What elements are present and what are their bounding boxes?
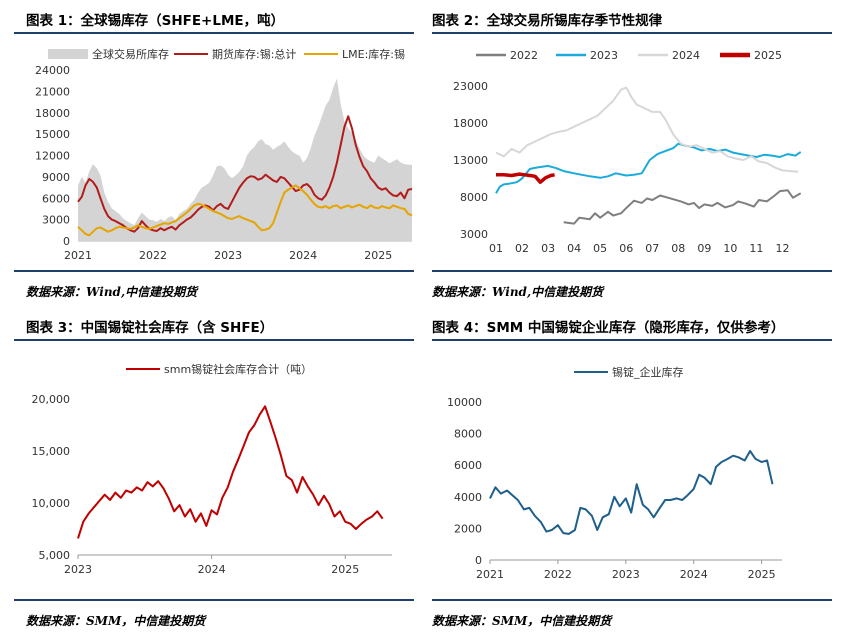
y-tick-label-2: 10,000: [32, 497, 71, 510]
chart3-title: 图表 3：中国锡锭社会库存（含 SHFE）: [26, 320, 274, 336]
legend-label-2: 2024: [672, 49, 700, 62]
series-line-0: [77, 405, 384, 539]
x-tick-label-7: 08: [671, 242, 685, 255]
chart4-source-rule: [432, 599, 832, 601]
x-tick-label-4: 2025: [748, 568, 776, 581]
chart1-plot: 全球交易所库存 期货库存:锡:总计 LME:库存:锡 24000 21000 18000 1…: [35, 47, 413, 262]
chart4-source: 数据来源：SMM，中信建投期货: [432, 614, 612, 628]
y-tick-label-1: 18000: [453, 117, 488, 130]
legend-label-1: 期货库存:锡:总计: [212, 47, 296, 61]
legend-label-0: 2022: [510, 49, 538, 62]
chart2-plot: 2022 2023 2024 2025230001800013000800030000…: [453, 49, 802, 255]
y-tick-label-1: 8000: [454, 428, 482, 441]
chart2-source: 数据来源：Wind,中信建投期货: [432, 285, 604, 299]
y-tick-label-0: 23000: [453, 80, 488, 93]
y-tick-label-7: 3000: [42, 214, 70, 227]
series-line-3: [496, 172, 555, 184]
y-tick-label-8: 0: [63, 235, 70, 248]
series-line-1: [77, 115, 413, 233]
y-tick-label-4: 3000: [460, 228, 488, 241]
y-tick-label-2: 6000: [454, 459, 482, 472]
y-tick-label-0: 24000: [35, 64, 70, 77]
legend-label-1: 2023: [590, 49, 618, 62]
x-tick-label-1: 2024: [198, 563, 226, 576]
x-tick-label-2: 2023: [612, 568, 640, 581]
y-tick-label-4: 2000: [454, 522, 482, 535]
x-tick-label-1: 02: [515, 242, 529, 255]
x-tick-label-2: 2023: [214, 249, 242, 262]
x-tick-label-3: 2024: [680, 568, 708, 581]
chart2-title: 图表 2：全球交易所锡库存季节性规律: [432, 13, 663, 29]
y-tick-label-3: 15000: [35, 128, 70, 141]
y-tick-label-4: 12000: [35, 150, 70, 163]
x-tick-label-10: 11: [749, 242, 763, 255]
chart1-title: 图表 1：全球锡库存（SHFE+LME，吨）: [26, 13, 285, 29]
x-tick-label-5: 06: [619, 242, 633, 255]
y-tick-label-5: 0: [475, 554, 482, 567]
series-line-1: [495, 142, 802, 194]
chart2-title-rule: [432, 32, 832, 34]
x-tick-label-3: 2024: [289, 249, 317, 262]
series-line-2: [77, 184, 413, 237]
chart3-plot: smm锡锭社会库存合计（吨）20,00015,00010,0005,000202…: [32, 362, 392, 576]
y-tick-label-3: 8000: [460, 191, 488, 204]
y-tick-label-3: 5,000: [39, 549, 71, 562]
x-tick-label-4: 05: [593, 242, 607, 255]
x-tick-label-9: 10: [723, 242, 737, 255]
y-tick-label-0: 20,000: [32, 393, 71, 406]
series-line-0: [489, 450, 774, 535]
chart1-title-rule: [14, 32, 414, 34]
x-tick-label-2: 03: [541, 242, 555, 255]
chart4-title: 图表 4：SMM 中国锡锭企业库存（隐形库存，仅供参考）: [432, 320, 785, 336]
x-tick-label-0: 2023: [64, 563, 92, 576]
x-tick-label-0: 2021: [476, 568, 504, 581]
series-line-2: [495, 86, 799, 173]
y-tick-label-3: 4000: [454, 491, 482, 504]
x-tick-label-1: 2022: [544, 568, 572, 581]
legend-label-0: 全球交易所库存: [92, 47, 169, 61]
y-tick-label-0: 10000: [447, 396, 482, 409]
x-tick-label-1: 2022: [139, 249, 167, 262]
x-tick-label-0: 01: [489, 242, 503, 255]
x-tick-label-3: 04: [567, 242, 581, 255]
x-tick-label-4: 2025: [364, 249, 392, 262]
legend-label-0: 锡锭_企业库存: [612, 365, 684, 379]
series-area-0: [78, 78, 412, 241]
y-tick-label-2: 13000: [453, 154, 488, 167]
chart1-source: 数据来源：Wind,中信建投期货: [26, 285, 198, 299]
legend-label-0: smm锡锭社会库存合计（吨）: [164, 362, 312, 376]
chart3-source-rule: [14, 599, 414, 601]
x-tick-label-6: 07: [645, 242, 659, 255]
y-tick-label-5: 9000: [42, 171, 70, 184]
x-tick-label-2: 2025: [331, 563, 359, 576]
chart4-title-rule: [432, 339, 832, 341]
legend-label-3: 2025: [754, 49, 782, 62]
legend-label-2: LME:库存:锡: [342, 47, 405, 61]
chart2-source-rule: [432, 270, 832, 272]
y-tick-label-1: 15,000: [32, 445, 71, 458]
x-tick-label-0: 2021: [64, 249, 92, 262]
y-tick-label-6: 6000: [42, 192, 70, 205]
y-tick-label-1: 21000: [35, 85, 70, 98]
x-tick-label-11: 12: [775, 242, 789, 255]
chart3-title-rule: [14, 339, 414, 341]
chart1-source-rule: [14, 270, 414, 272]
chart3-source: 数据来源：SMM，中信建投期货: [26, 614, 206, 628]
series-line-0: [563, 189, 802, 225]
legend-swatch-0: [48, 49, 88, 59]
x-tick-label-8: 09: [697, 242, 711, 255]
y-tick-label-2: 18000: [35, 107, 70, 120]
